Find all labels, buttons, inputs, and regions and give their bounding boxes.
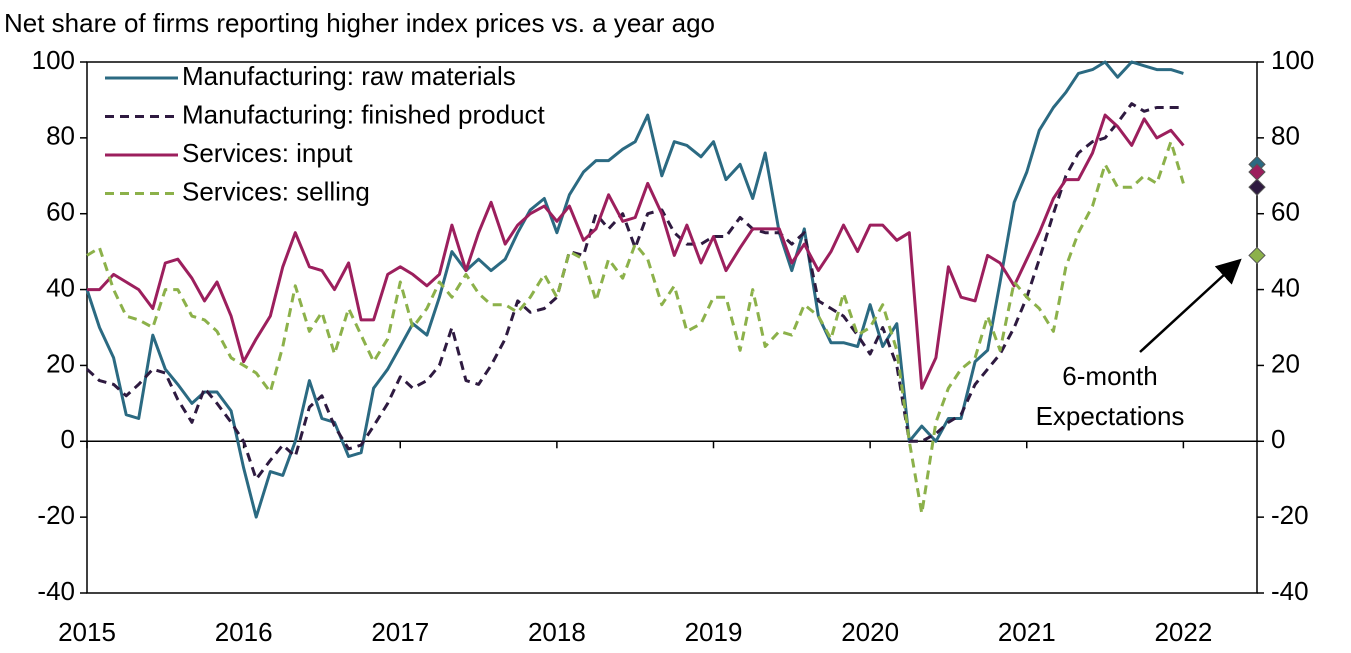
x-tick-label: 2021 (998, 617, 1056, 647)
legend-label: Services: input (182, 138, 353, 168)
y2-tick-label: 20 (1271, 348, 1300, 378)
annotation: Expectations (1036, 401, 1185, 431)
x-tick-label: 2015 (58, 617, 116, 647)
series-line (86, 140, 1185, 515)
y2-tick-label: -20 (1271, 500, 1309, 530)
x-tick-label: 2017 (371, 617, 429, 647)
y-tick-label: 40 (46, 272, 75, 302)
expectation-marker (1248, 246, 1266, 265)
legend-label: Manufacturing: raw materials (182, 61, 516, 91)
y-tick-label: 20 (46, 348, 75, 378)
series-line (85, 102, 1184, 481)
y-tick-label: 100 (32, 45, 75, 75)
legend-label: Services: selling (182, 176, 370, 206)
x-tick-label: 2016 (215, 617, 273, 647)
x-tick-label: 2020 (841, 617, 899, 647)
y2-tick-label: -40 (1271, 576, 1309, 606)
y2-tick-label: 100 (1271, 45, 1314, 75)
annotation: 6-month (1062, 361, 1157, 391)
y2-tick-label: 40 (1271, 272, 1300, 302)
legend-label: Manufacturing: finished product (182, 99, 546, 129)
y2-tick-label: 80 (1271, 121, 1300, 151)
x-tick-label: 2018 (528, 617, 586, 647)
series-line (85, 60, 1184, 519)
expectation-marker (1248, 178, 1266, 196)
y2-tick-label: 0 (1271, 424, 1285, 454)
y-tick-label: 60 (46, 197, 75, 227)
expectation-marker (1248, 163, 1266, 181)
x-tick-label: 2019 (685, 617, 743, 647)
y-tick-label: 80 (46, 121, 75, 151)
y2-tick-label: 60 (1271, 197, 1300, 227)
y-tick-label: -20 (37, 500, 75, 530)
chart-title: Net share of firms reporting higher inde… (4, 8, 715, 38)
y-tick-label: -40 (37, 576, 75, 606)
x-tick-label: 2022 (1154, 617, 1212, 647)
plot-frame (86, 61, 1258, 594)
annotation-arrow (1139, 258, 1242, 353)
series-line (87, 113, 1185, 390)
y-tick-label: 0 (61, 424, 75, 454)
